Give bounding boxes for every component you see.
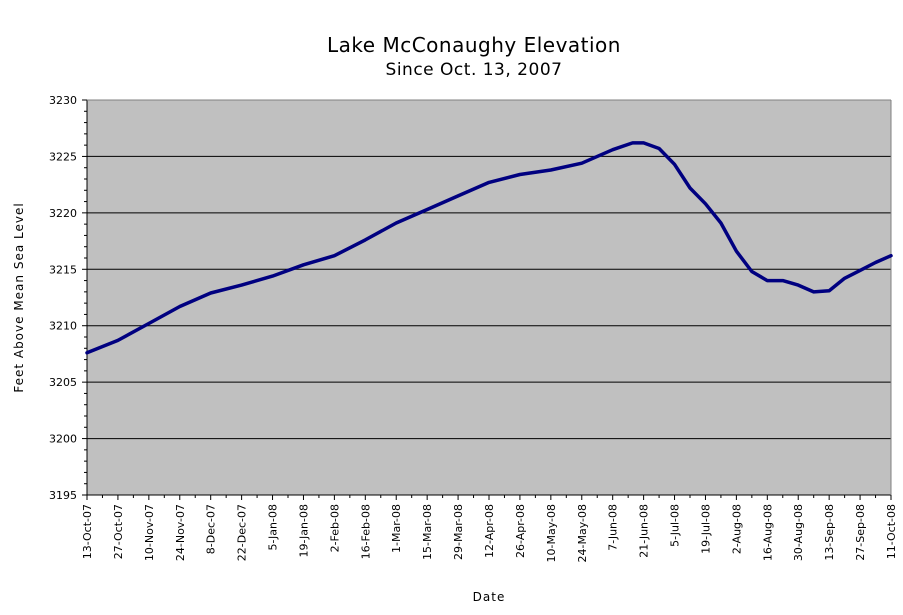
x-tick-label: 8-Dec-07 bbox=[205, 504, 218, 554]
x-tick-label: 30-Aug-08 bbox=[792, 504, 805, 561]
x-tick-label: 13-Oct-07 bbox=[81, 504, 94, 559]
y-tick-label: 3225 bbox=[49, 150, 77, 163]
x-tick-label: 1-Mar-08 bbox=[390, 504, 403, 553]
x-tick-label: 16-Aug-08 bbox=[761, 504, 774, 561]
x-tick-label: 21-Jun-08 bbox=[638, 504, 651, 558]
x-tick-label: 27-Oct-07 bbox=[112, 504, 125, 559]
x-tick-label: 19-Jan-08 bbox=[297, 504, 310, 558]
x-tick-label: 2-Feb-08 bbox=[328, 504, 341, 552]
x-tick-label: 22-Dec-07 bbox=[236, 504, 249, 561]
x-tick-label: 24-May-08 bbox=[576, 504, 589, 562]
y-tick-label: 3205 bbox=[49, 376, 77, 389]
x-tick-label: 26-Apr-08 bbox=[514, 504, 527, 558]
x-tick-label: 5-Jul-08 bbox=[669, 504, 682, 547]
x-tick-label: 29-Mar-08 bbox=[452, 504, 465, 560]
y-tick-label: 3220 bbox=[49, 207, 77, 220]
y-axis-title: Feet Above Mean Sea Level bbox=[12, 202, 26, 392]
x-tick-label: 24-Nov-07 bbox=[174, 504, 187, 561]
y-tick-label: 3215 bbox=[49, 263, 77, 276]
x-tick-label: 10-Nov-07 bbox=[143, 504, 156, 561]
x-axis-title: Date bbox=[473, 590, 506, 604]
x-axis-ticks: 13-Oct-07 27-Oct-07 10-Nov-07 24-Nov-07 8-De… bbox=[81, 495, 898, 562]
x-tick-label: 2-Aug-08 bbox=[730, 504, 743, 554]
x-tick-label: 19-Jul-08 bbox=[699, 504, 712, 554]
y-axis-ticks: 3195 3200 3205 3210 3215 3220 3225 3230 bbox=[49, 94, 87, 502]
x-tick-label: 5-Jan-08 bbox=[267, 504, 280, 551]
y-tick-label: 3195 bbox=[49, 489, 77, 502]
x-tick-label: 11-Oct-08 bbox=[885, 504, 898, 559]
x-tick-label: 7-Jun-08 bbox=[607, 504, 620, 551]
elevation-series-line bbox=[85, 141, 893, 355]
y-tick-label: 3230 bbox=[49, 94, 77, 107]
x-tick-label: 16-Feb-08 bbox=[359, 504, 372, 559]
x-tick-label: 12-Apr-08 bbox=[483, 504, 496, 558]
y-tick-label: 3200 bbox=[49, 433, 77, 446]
chart-subtitle: Since Oct. 13, 2007 bbox=[385, 60, 563, 80]
plot-area bbox=[87, 100, 891, 495]
x-tick-label: 13-Sep-08 bbox=[823, 504, 836, 561]
y-tick-label: 3210 bbox=[49, 320, 77, 333]
chart-title: Lake McConaughy Elevation bbox=[327, 33, 621, 57]
x-tick-label: 27-Sep-08 bbox=[854, 504, 867, 561]
x-tick-label: 15-Mar-08 bbox=[421, 504, 434, 560]
x-tick-label: 10-May-08 bbox=[545, 504, 558, 562]
